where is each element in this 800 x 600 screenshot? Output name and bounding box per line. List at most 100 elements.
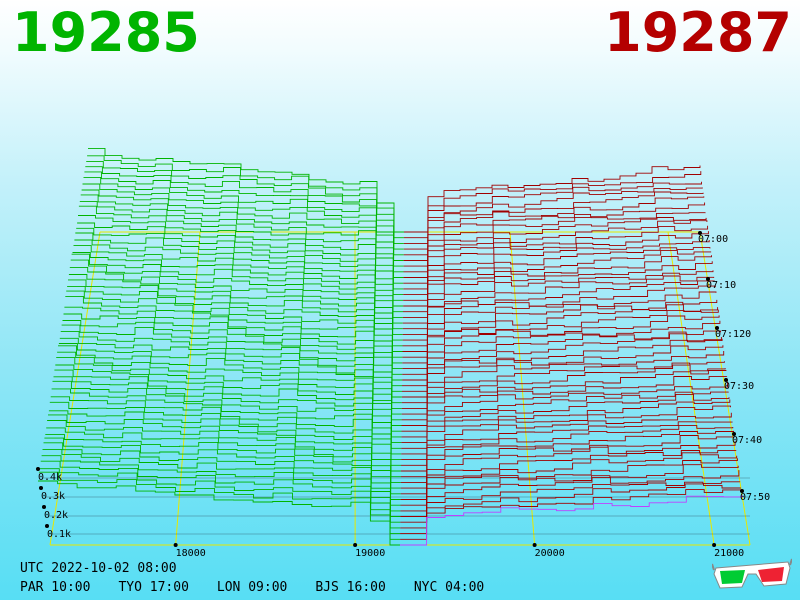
price-tick-dot — [712, 543, 717, 547]
bid-depth-slice — [52, 380, 402, 455]
ask-depth-slice — [400, 470, 740, 523]
price-tick-dot — [532, 543, 537, 547]
ask-depth-slice — [403, 187, 703, 250]
bid-depth-slice — [51, 388, 402, 461]
bid-depth-slice — [42, 448, 401, 517]
bid-depth-slice — [78, 215, 404, 296]
ask-depth-slice — [403, 202, 706, 267]
bid-depth-slice — [86, 160, 404, 244]
ask-depth-slice — [401, 351, 725, 409]
time-tick-label: 07:00 — [698, 234, 728, 245]
bid-depth-slice — [48, 410, 401, 478]
ask-depth-slice — [403, 217, 707, 278]
bid-depth-slice — [75, 232, 403, 313]
bid-depth-slice — [72, 252, 403, 330]
bid-depth-slice — [38, 471, 401, 540]
bid-depth-slice — [79, 201, 404, 284]
bid-depth-slice — [85, 166, 404, 250]
bid-depth-slice — [53, 376, 402, 449]
bid-depth-slice — [48, 414, 401, 483]
bid-depth-slice — [61, 324, 402, 398]
zone-lon: LON 09:00 — [216, 580, 288, 595]
ask-depth-slice — [402, 333, 722, 392]
time-tick-dot — [698, 231, 702, 235]
time-tick-label: 07:30 — [724, 381, 754, 392]
time-tick-dot — [715, 326, 719, 330]
ask-depth-slice — [403, 225, 709, 290]
bid-depth-slice — [60, 331, 402, 404]
timezone-bar: PAR 10:00 TYO 17:00 LON 09:00 BJS 16:00 … — [20, 580, 484, 595]
time-tick-dot — [724, 378, 728, 382]
ask-depth-slice — [400, 464, 739, 517]
bid-depth-slice — [47, 420, 401, 489]
ask-depth-slice — [403, 196, 705, 261]
ask-depth-slice — [403, 181, 702, 244]
ask-depth-slice — [404, 165, 701, 233]
bid-depth-slice — [69, 266, 403, 347]
time-tick-dot — [740, 489, 744, 493]
bid-depth-slice — [81, 189, 404, 273]
time-tick-label: 07:120 — [715, 329, 751, 340]
3d-glasses-icon[interactable] — [712, 556, 792, 592]
time-tick-label: 07:10 — [706, 280, 736, 291]
zone-par: PAR 10:00 — [20, 580, 91, 595]
ask-depth-slice — [401, 399, 731, 455]
ask-depth-slice — [402, 285, 716, 347]
ask-depth-slice — [400, 481, 741, 529]
ask-depth-slice — [401, 338, 723, 398]
bid-depth-slice — [63, 313, 402, 387]
bid-depth-slice — [44, 437, 401, 506]
ask-depth-slice — [402, 299, 718, 358]
bid-depth-slice — [39, 468, 401, 535]
ask-depth-slice — [403, 171, 702, 239]
ask-depth-slice — [402, 255, 712, 318]
ask-depth-slice — [401, 405, 731, 461]
bid-depth-slice — [67, 285, 403, 364]
bid-depth-slice — [57, 351, 402, 426]
bid-depth-curves — [38, 147, 404, 546]
bid-depth-slice — [80, 194, 404, 278]
grid-line — [175, 231, 201, 546]
bid-depth-slice — [64, 306, 403, 381]
ask-depth-slice — [403, 240, 710, 301]
ask-depth-slice — [401, 391, 729, 444]
depth-tick-label: 0.3k — [41, 491, 65, 502]
grid-line — [509, 231, 536, 546]
bid-depth-slice — [58, 345, 402, 421]
bid-depth-slice — [71, 253, 403, 335]
time-tick-label: 07:50 — [740, 492, 770, 503]
bid-depth-slice — [59, 337, 402, 409]
ask-depth-slice — [403, 247, 711, 307]
bid-depth-slice — [65, 295, 403, 375]
utc-time: UTC 2022-10-02 08:00 — [20, 561, 177, 576]
ask-depth-slice — [400, 452, 738, 506]
bid-depth-slice — [74, 239, 403, 318]
price-tick-label: 18000 — [176, 548, 206, 559]
ask-depth-slice — [402, 320, 721, 381]
ask-depth-slice — [400, 458, 738, 512]
ask-depth-slice — [403, 220, 708, 284]
depth-tick-dot — [36, 467, 40, 471]
bid-depth-slice — [40, 460, 401, 529]
bid-depth-slice — [41, 455, 401, 523]
depth-tick-label: 0.2k — [44, 510, 68, 521]
bid-depth-slice — [84, 171, 404, 256]
bid-depth-slice — [58, 343, 402, 415]
bid-depth-slice — [49, 401, 401, 472]
axis-ticks: 18000 19000 20000 21000 0.1k 0.2k 0.3k 0.4k 07:0… — [36, 231, 770, 559]
ask-depth-slice — [401, 361, 725, 415]
bid-depth-slice — [68, 279, 403, 358]
ask-depth-slice — [401, 364, 726, 421]
ask-depth-slice — [402, 280, 715, 341]
bid-depth-slice — [87, 155, 404, 239]
depth-tick-dot — [45, 524, 49, 528]
depth-tick-dot — [42, 505, 46, 509]
bid-depth-slice — [88, 147, 404, 233]
bid-depth-slice — [55, 364, 402, 438]
bid-depth-slice — [38, 480, 400, 546]
bid-depth-slice — [70, 259, 403, 341]
ask-depth-slice — [402, 291, 717, 352]
price-tick-dot — [173, 543, 178, 547]
ask-depth-slice — [402, 261, 713, 324]
